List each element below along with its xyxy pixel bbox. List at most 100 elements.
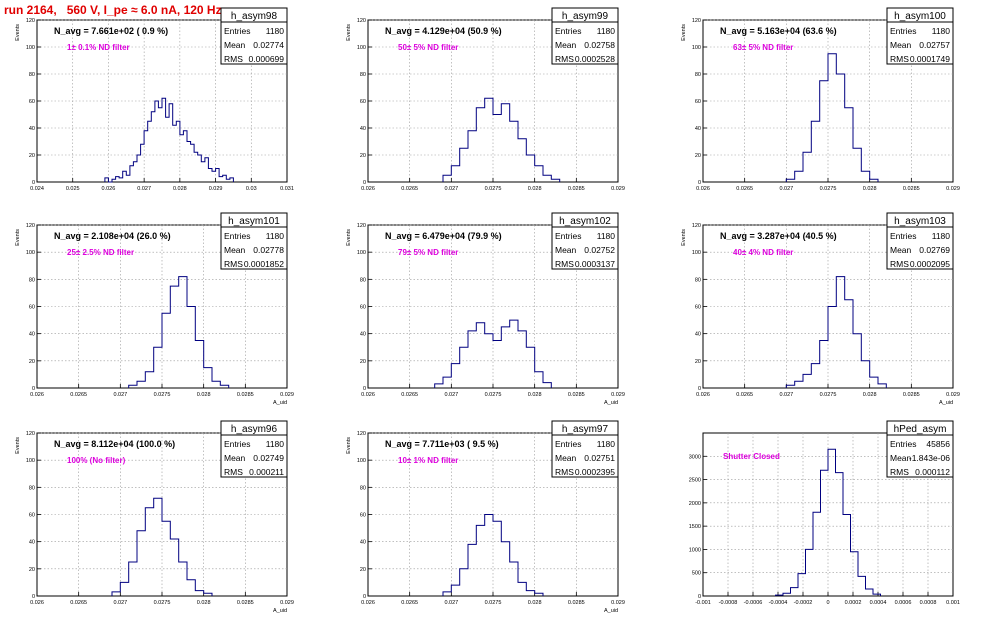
stats-value: 1180 <box>597 231 616 241</box>
x-tick-label: 0.029 <box>280 600 294 606</box>
histogram-series <box>442 514 544 596</box>
y-tick-label: 60 <box>360 305 366 311</box>
histogram-name: h_asym97 <box>562 424 609 435</box>
x-axis-title: A_uid <box>604 608 618 614</box>
stats-label: Mean <box>555 40 577 50</box>
x-tick-label: 0.029 <box>209 186 223 192</box>
x-tick-label: 0.028 <box>528 600 542 606</box>
y-tick-label: 40 <box>360 332 366 338</box>
x-tick-label: -0.0008 <box>719 600 738 606</box>
x-tick-label: -0.0004 <box>769 600 788 606</box>
x-tick-label: 0.026 <box>30 600 44 606</box>
histogram-panel-h_asym98: 0.024 0.025 0.026 0.027 0.028 0.029 0.03 0.031 0… <box>15 7 294 192</box>
y-tick-label: 80 <box>360 485 366 491</box>
y-tick-label: 0 <box>363 386 366 392</box>
stats-value: -1.843e-06 <box>909 453 950 463</box>
y-tick-label: 3000 <box>689 454 701 460</box>
y-tick-label: 100 <box>26 250 35 256</box>
y-tick-label: 120 <box>692 223 701 229</box>
x-tick-label: 0.0265 <box>736 392 753 398</box>
stats-value: 0.0002528 <box>575 54 615 64</box>
histogram-series <box>128 276 230 388</box>
y-tick-label: 120 <box>692 18 701 24</box>
stats-value: 1180 <box>597 439 616 449</box>
x-tick-label: 0.027 <box>137 186 151 192</box>
stats-label: Mean <box>555 453 577 463</box>
y-tick-label: 20 <box>360 359 366 365</box>
x-tick-label: 0.028 <box>173 186 187 192</box>
x-tick-label: 0.027 <box>444 392 458 398</box>
y-tick-label: 40 <box>29 540 35 546</box>
y-tick-label: 500 <box>692 571 701 577</box>
y-tick-label: 20 <box>29 359 35 365</box>
stats-label: Mean <box>890 40 912 50</box>
y-axis-title: Events <box>346 229 352 246</box>
x-tick-label: 0.001 <box>946 600 960 606</box>
y-tick-label: 20 <box>360 153 366 159</box>
x-tick-label: 0.0275 <box>820 186 837 192</box>
y-tick-label: 40 <box>29 126 35 132</box>
stats-label: Entries <box>224 26 250 36</box>
n-avg-label: N_avg = 7.711e+03 ( 9.5 %) <box>385 439 499 449</box>
filter-note: 40± 4% ND filter <box>733 248 793 257</box>
x-tick-label: 0.026 <box>361 600 375 606</box>
stats-value: 0.000699 <box>249 54 285 64</box>
y-tick-label: 100 <box>26 45 35 51</box>
stats-label: RMS <box>224 54 243 64</box>
y-tick-label: 100 <box>357 45 366 51</box>
y-tick-label: 120 <box>26 18 35 24</box>
x-axis-title: A_uid <box>273 400 287 406</box>
stats-label: RMS <box>555 467 574 477</box>
y-tick-label: 120 <box>26 223 35 229</box>
stats-value: 1180 <box>266 439 285 449</box>
y-tick-label: 60 <box>29 305 35 311</box>
x-tick-label: 0.026 <box>696 392 710 398</box>
y-tick-label: 120 <box>357 223 366 229</box>
stats-value: 0.02774 <box>253 40 284 50</box>
stats-label: Mean <box>224 40 246 50</box>
x-tick-label: 0.0275 <box>820 392 837 398</box>
y-tick-label: 20 <box>29 153 35 159</box>
y-tick-label: 0 <box>363 594 366 600</box>
histogram-panel-hPed_asym: -0.001 -0.0008 -0.0006 -0.0004 -0.0002 0 0.000… <box>689 420 960 606</box>
y-tick-label: 0 <box>698 180 701 186</box>
filter-note: 50± 5% ND filter <box>398 43 458 52</box>
x-tick-label: 0.029 <box>611 600 625 606</box>
histogram-panel-h_asym101: 0.026 0.0265 0.027 0.0275 0.028 0.0285 0.029 0 2… <box>15 212 294 406</box>
histogram-name: h_asym98 <box>231 11 278 22</box>
y-tick-label: 0 <box>32 386 35 392</box>
x-tick-label: 0.027 <box>444 186 458 192</box>
y-tick-label: 0 <box>32 180 35 186</box>
y-tick-label: 40 <box>695 126 701 132</box>
y-tick-label: 80 <box>29 72 35 78</box>
x-tick-label: 0.0275 <box>485 600 502 606</box>
x-axis-title: A_uid <box>604 400 618 406</box>
stats-box <box>551 7 619 65</box>
x-tick-label: 0.024 <box>30 186 44 192</box>
n-avg-label: N_avg = 3.287e+04 (40.5 %) <box>720 231 837 241</box>
stats-value: 0.000211 <box>249 467 284 477</box>
x-tick-label: 0.028 <box>197 392 211 398</box>
stats-value: 1180 <box>932 26 951 36</box>
filter-note: 100% (No filter) <box>67 456 126 465</box>
stats-value: 0.02778 <box>253 245 284 255</box>
y-tick-label: 80 <box>360 277 366 283</box>
y-tick-label: 0 <box>363 180 366 186</box>
stats-value: 0.02751 <box>584 453 615 463</box>
x-tick-label: 0.028 <box>197 600 211 606</box>
stats-label: RMS <box>555 54 574 64</box>
y-tick-label: 60 <box>29 99 35 105</box>
x-tick-label: 0.0285 <box>237 392 254 398</box>
y-tick-label: 120 <box>357 18 366 24</box>
x-tick-label: 0.029 <box>946 392 960 398</box>
stats-box <box>220 7 288 65</box>
y-tick-label: 40 <box>29 332 35 338</box>
x-tick-label: 0.027 <box>444 600 458 606</box>
stats-value: 0.02752 <box>584 245 615 255</box>
stats-box <box>886 420 954 478</box>
y-tick-label: 20 <box>360 567 366 573</box>
x-tick-label: 0 <box>826 600 829 606</box>
filter-note: 10± 1% ND filter <box>398 456 458 465</box>
y-tick-label: 80 <box>29 277 35 283</box>
x-tick-label: 0.029 <box>611 392 625 398</box>
